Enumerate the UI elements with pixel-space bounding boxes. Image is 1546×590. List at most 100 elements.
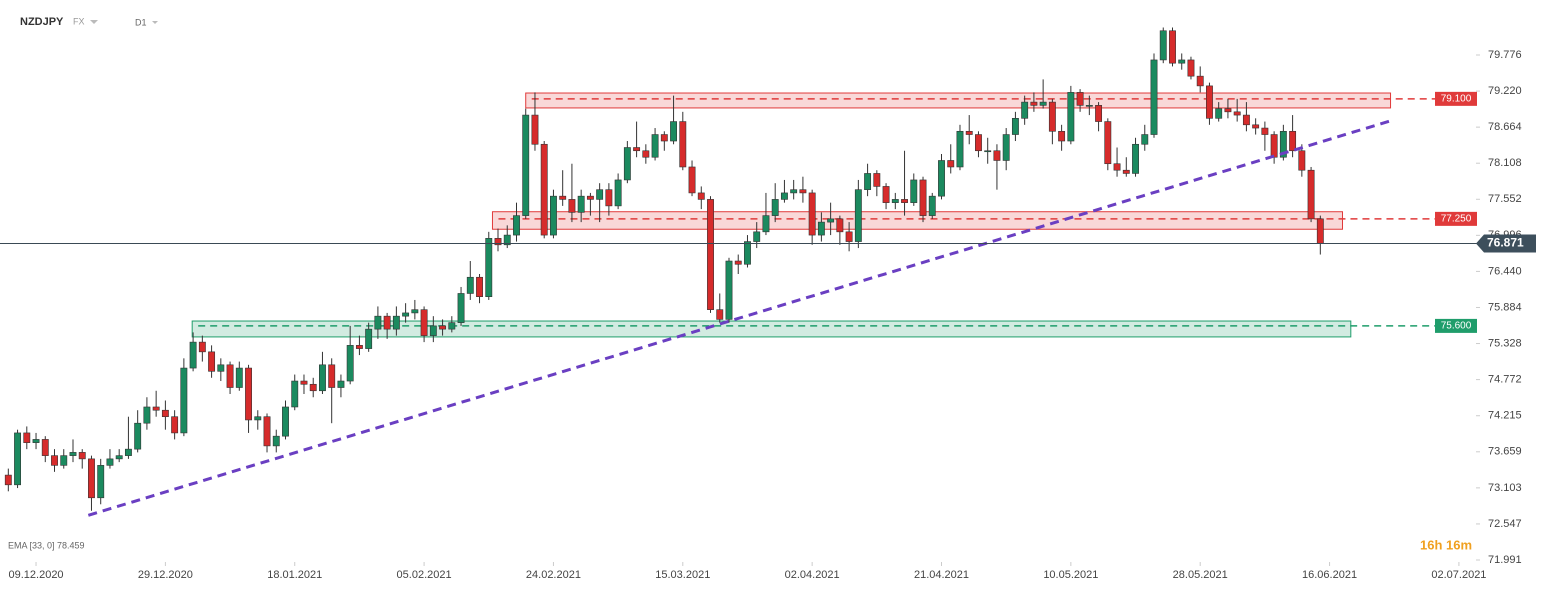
candle-body xyxy=(319,364,326,392)
y-tick-label: 75.328 xyxy=(1488,337,1522,349)
candle-body xyxy=(115,455,123,460)
candle-body xyxy=(383,315,391,330)
candle-body xyxy=(623,147,631,181)
y-tick-label: 71.991 xyxy=(1488,554,1522,566)
candle-body xyxy=(836,218,844,233)
candle-body xyxy=(975,134,982,152)
candle-body xyxy=(827,218,835,223)
candle-body xyxy=(596,189,604,200)
x-tick-label: 02.07.2021 xyxy=(1431,569,1486,581)
candle-body xyxy=(485,238,493,298)
candle-body xyxy=(965,130,973,135)
candle-body xyxy=(263,416,271,447)
last-price-label: 76.871 xyxy=(1487,236,1524,250)
candle-body xyxy=(1252,124,1260,129)
y-tick-label: 78.664 xyxy=(1488,121,1522,133)
candle-body xyxy=(540,143,548,236)
y-tick-label: 76.440 xyxy=(1488,265,1522,277)
candle-body xyxy=(679,121,687,168)
candle-body xyxy=(522,114,530,216)
candle-body xyxy=(531,114,539,145)
candle-body xyxy=(882,186,890,203)
candle-body xyxy=(1021,101,1029,119)
x-tick-label: 05.02.2021 xyxy=(397,569,452,581)
x-tick-label: 29.12.2020 xyxy=(138,569,193,581)
candle-body xyxy=(392,315,400,330)
countdown: 16h 16m xyxy=(1420,537,1472,552)
candle-body xyxy=(1132,143,1139,174)
y-tick-label: 72.547 xyxy=(1488,518,1522,530)
candle-body xyxy=(189,341,197,369)
candle-body xyxy=(365,328,373,349)
candle-body xyxy=(245,367,252,421)
zone xyxy=(525,92,1392,109)
candle-body xyxy=(1095,105,1103,122)
y-tick-label: 79.776 xyxy=(1488,49,1522,61)
candle-body xyxy=(1178,59,1186,64)
candle-body xyxy=(873,173,881,187)
candle-body xyxy=(1187,59,1195,77)
candle-body xyxy=(707,199,714,310)
candle-body xyxy=(337,380,345,388)
candle-body xyxy=(1215,108,1223,119)
candle-body xyxy=(1076,92,1084,106)
candle-body xyxy=(494,238,502,246)
symbol[interactable]: NZDJPY xyxy=(20,16,64,28)
candle-body xyxy=(152,406,160,411)
candle-body xyxy=(32,439,40,443)
dropdown-arrow[interactable] xyxy=(90,20,98,24)
candle-body xyxy=(845,231,853,242)
y-tick-label: 78.108 xyxy=(1488,157,1522,169)
candle-body xyxy=(790,189,798,194)
y-tick-label: 73.103 xyxy=(1488,482,1522,494)
candle-body xyxy=(1150,59,1158,135)
candle-body xyxy=(1233,111,1241,116)
candle-body xyxy=(633,147,641,152)
candle-body xyxy=(1085,105,1093,107)
candle-body xyxy=(1067,92,1075,142)
candle-body xyxy=(217,364,225,372)
x-tick-label: 24.02.2021 xyxy=(526,569,581,581)
level-label: 77.250 xyxy=(1441,214,1472,225)
candle-body xyxy=(374,315,382,330)
candle-body xyxy=(402,312,410,317)
timeframe[interactable]: D1 xyxy=(135,17,147,27)
y-tick-label: 79.220 xyxy=(1488,85,1522,97)
last-price-box xyxy=(1476,234,1536,253)
candle-body xyxy=(1307,169,1315,220)
candle-body xyxy=(14,432,21,486)
candle-body xyxy=(614,179,622,207)
y-tick-label: 77.552 xyxy=(1488,193,1522,205)
candle-body xyxy=(642,150,650,158)
candle-body xyxy=(910,179,918,203)
trendline xyxy=(87,118,1393,517)
indicator-label[interactable]: EMA [33, 0] 78.459 xyxy=(8,540,85,550)
candle-body xyxy=(1030,101,1038,106)
candle-body xyxy=(291,380,299,408)
candle-body xyxy=(503,234,511,246)
zone xyxy=(491,211,1343,230)
candle-body xyxy=(568,199,576,213)
candle-body xyxy=(864,173,872,190)
candle-body xyxy=(753,231,761,242)
dropdown-arrow[interactable] xyxy=(152,21,158,24)
candle-body xyxy=(466,276,474,294)
candle-body xyxy=(180,367,188,434)
y-tick-label: 73.659 xyxy=(1488,446,1522,458)
candle-body xyxy=(938,160,945,197)
market[interactable]: FX xyxy=(73,16,85,26)
x-tick-label: 16.06.2021 xyxy=(1302,569,1357,581)
candle-body xyxy=(956,130,964,168)
candle-body xyxy=(780,192,788,200)
candle-body xyxy=(457,293,465,323)
x-tick-label: 02.04.2021 xyxy=(785,569,840,581)
candle-body xyxy=(235,367,243,388)
candle-body xyxy=(476,276,483,298)
y-tick-label: 74.215 xyxy=(1488,410,1522,422)
candle-body xyxy=(1242,114,1250,126)
level-label-box xyxy=(1435,211,1477,226)
candle-body xyxy=(1104,121,1112,165)
candle-body xyxy=(1261,127,1269,135)
candle-body xyxy=(254,416,262,421)
